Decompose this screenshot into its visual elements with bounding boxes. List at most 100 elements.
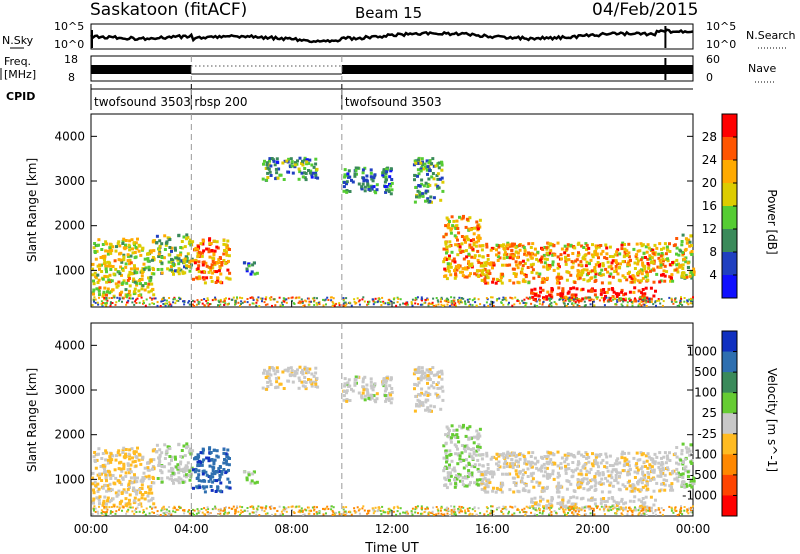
power-cell (660, 273, 663, 277)
power-cell (685, 241, 689, 245)
power-cell (468, 304, 471, 307)
velocity-cell (437, 375, 441, 379)
velocity-cell (498, 506, 501, 509)
power-cell (455, 224, 459, 228)
velocity-cell (427, 513, 430, 516)
power-cell (358, 299, 361, 302)
power-cell (587, 272, 590, 275)
velocity-cell (447, 466, 451, 470)
velocity-cell (225, 485, 229, 489)
velocity-cell (189, 452, 193, 456)
power-cell (215, 245, 219, 249)
velocity-cell (650, 465, 654, 469)
power-cell (551, 260, 555, 264)
velocity-cell (206, 511, 209, 514)
velocity-cell (460, 506, 463, 508)
velocity-cell (644, 454, 648, 458)
velocity-cell (651, 470, 655, 474)
velocity-cell (108, 458, 112, 462)
power-cell (458, 248, 462, 252)
velocity-cell (104, 512, 107, 515)
velocity-cell (560, 466, 563, 470)
velocity-cell (139, 491, 142, 495)
velocity-cell (434, 373, 438, 377)
velocity-cell (443, 513, 446, 516)
velocity-cell (274, 513, 277, 516)
velocity-cell (549, 451, 553, 455)
power-cell (615, 295, 619, 298)
power-cell (125, 281, 129, 285)
velocity-cell (170, 466, 173, 470)
velocity-cell (316, 506, 318, 509)
velocity-cell (92, 455, 96, 459)
power-cell (197, 300, 200, 303)
velocity-cell (508, 465, 512, 469)
velocity-cell (309, 378, 313, 382)
power-cell (124, 265, 128, 269)
power-cell (416, 158, 420, 162)
velocity-cell (576, 478, 580, 481)
velocity-cell (641, 478, 645, 482)
power-cell (617, 293, 621, 296)
power-cell (649, 269, 652, 273)
velocity-cell (417, 370, 421, 374)
power-cell (529, 297, 531, 300)
power-cell (453, 260, 457, 264)
power-cell (514, 260, 518, 264)
velocity-cell (385, 377, 389, 381)
power-cell (386, 301, 389, 304)
velocity-cell (135, 511, 138, 513)
velocity-cell (177, 466, 181, 470)
velocity-cell (541, 486, 545, 490)
power-cell (307, 169, 310, 172)
power-cell (227, 254, 231, 258)
power-cell (526, 258, 530, 262)
velocity-cell (103, 505, 106, 508)
power-cell (481, 244, 485, 248)
velocity-cell (220, 470, 224, 473)
power-cell (644, 245, 648, 249)
velocity-cell (128, 498, 131, 502)
power-cell (234, 301, 237, 304)
velocity-cell (516, 465, 520, 469)
power-cell (266, 176, 270, 179)
power-cell (213, 263, 217, 267)
velocity-cell (577, 461, 581, 465)
power-cell (603, 291, 607, 295)
power-cell (601, 249, 605, 253)
power-cell (473, 272, 477, 276)
velocity-cell (361, 377, 365, 381)
power-cell (639, 296, 641, 299)
velocity-cell (136, 446, 139, 450)
power-cell (623, 298, 627, 302)
velocity-cell (689, 460, 693, 464)
power-cell (431, 172, 435, 175)
velocity-cell (384, 380, 388, 384)
power-cell (261, 300, 263, 303)
power-cell (215, 240, 219, 244)
power-cell (671, 279, 675, 283)
velocity-cell (263, 368, 266, 372)
velocity-cell (627, 469, 631, 473)
power-cell (453, 269, 456, 273)
power-cell (297, 167, 301, 171)
velocity-cell (579, 472, 583, 476)
power-cell (225, 253, 229, 257)
velocity-cell (505, 508, 508, 511)
power-cell (476, 249, 480, 253)
power-cell (101, 277, 105, 281)
power-cell (158, 239, 162, 243)
velocity-cell (458, 457, 462, 461)
velocity-cell (282, 513, 284, 516)
velocity-cell (370, 386, 374, 390)
power-cell (663, 264, 667, 268)
velocity-cell (266, 380, 270, 384)
power-cell (679, 249, 683, 253)
velocity-cell (663, 451, 667, 455)
velocity-cell (689, 479, 693, 483)
velocity-cell (465, 484, 469, 488)
power-cell (108, 280, 111, 284)
power-cell (661, 259, 665, 263)
velocity-cell (588, 471, 591, 475)
power-cell (432, 196, 436, 200)
